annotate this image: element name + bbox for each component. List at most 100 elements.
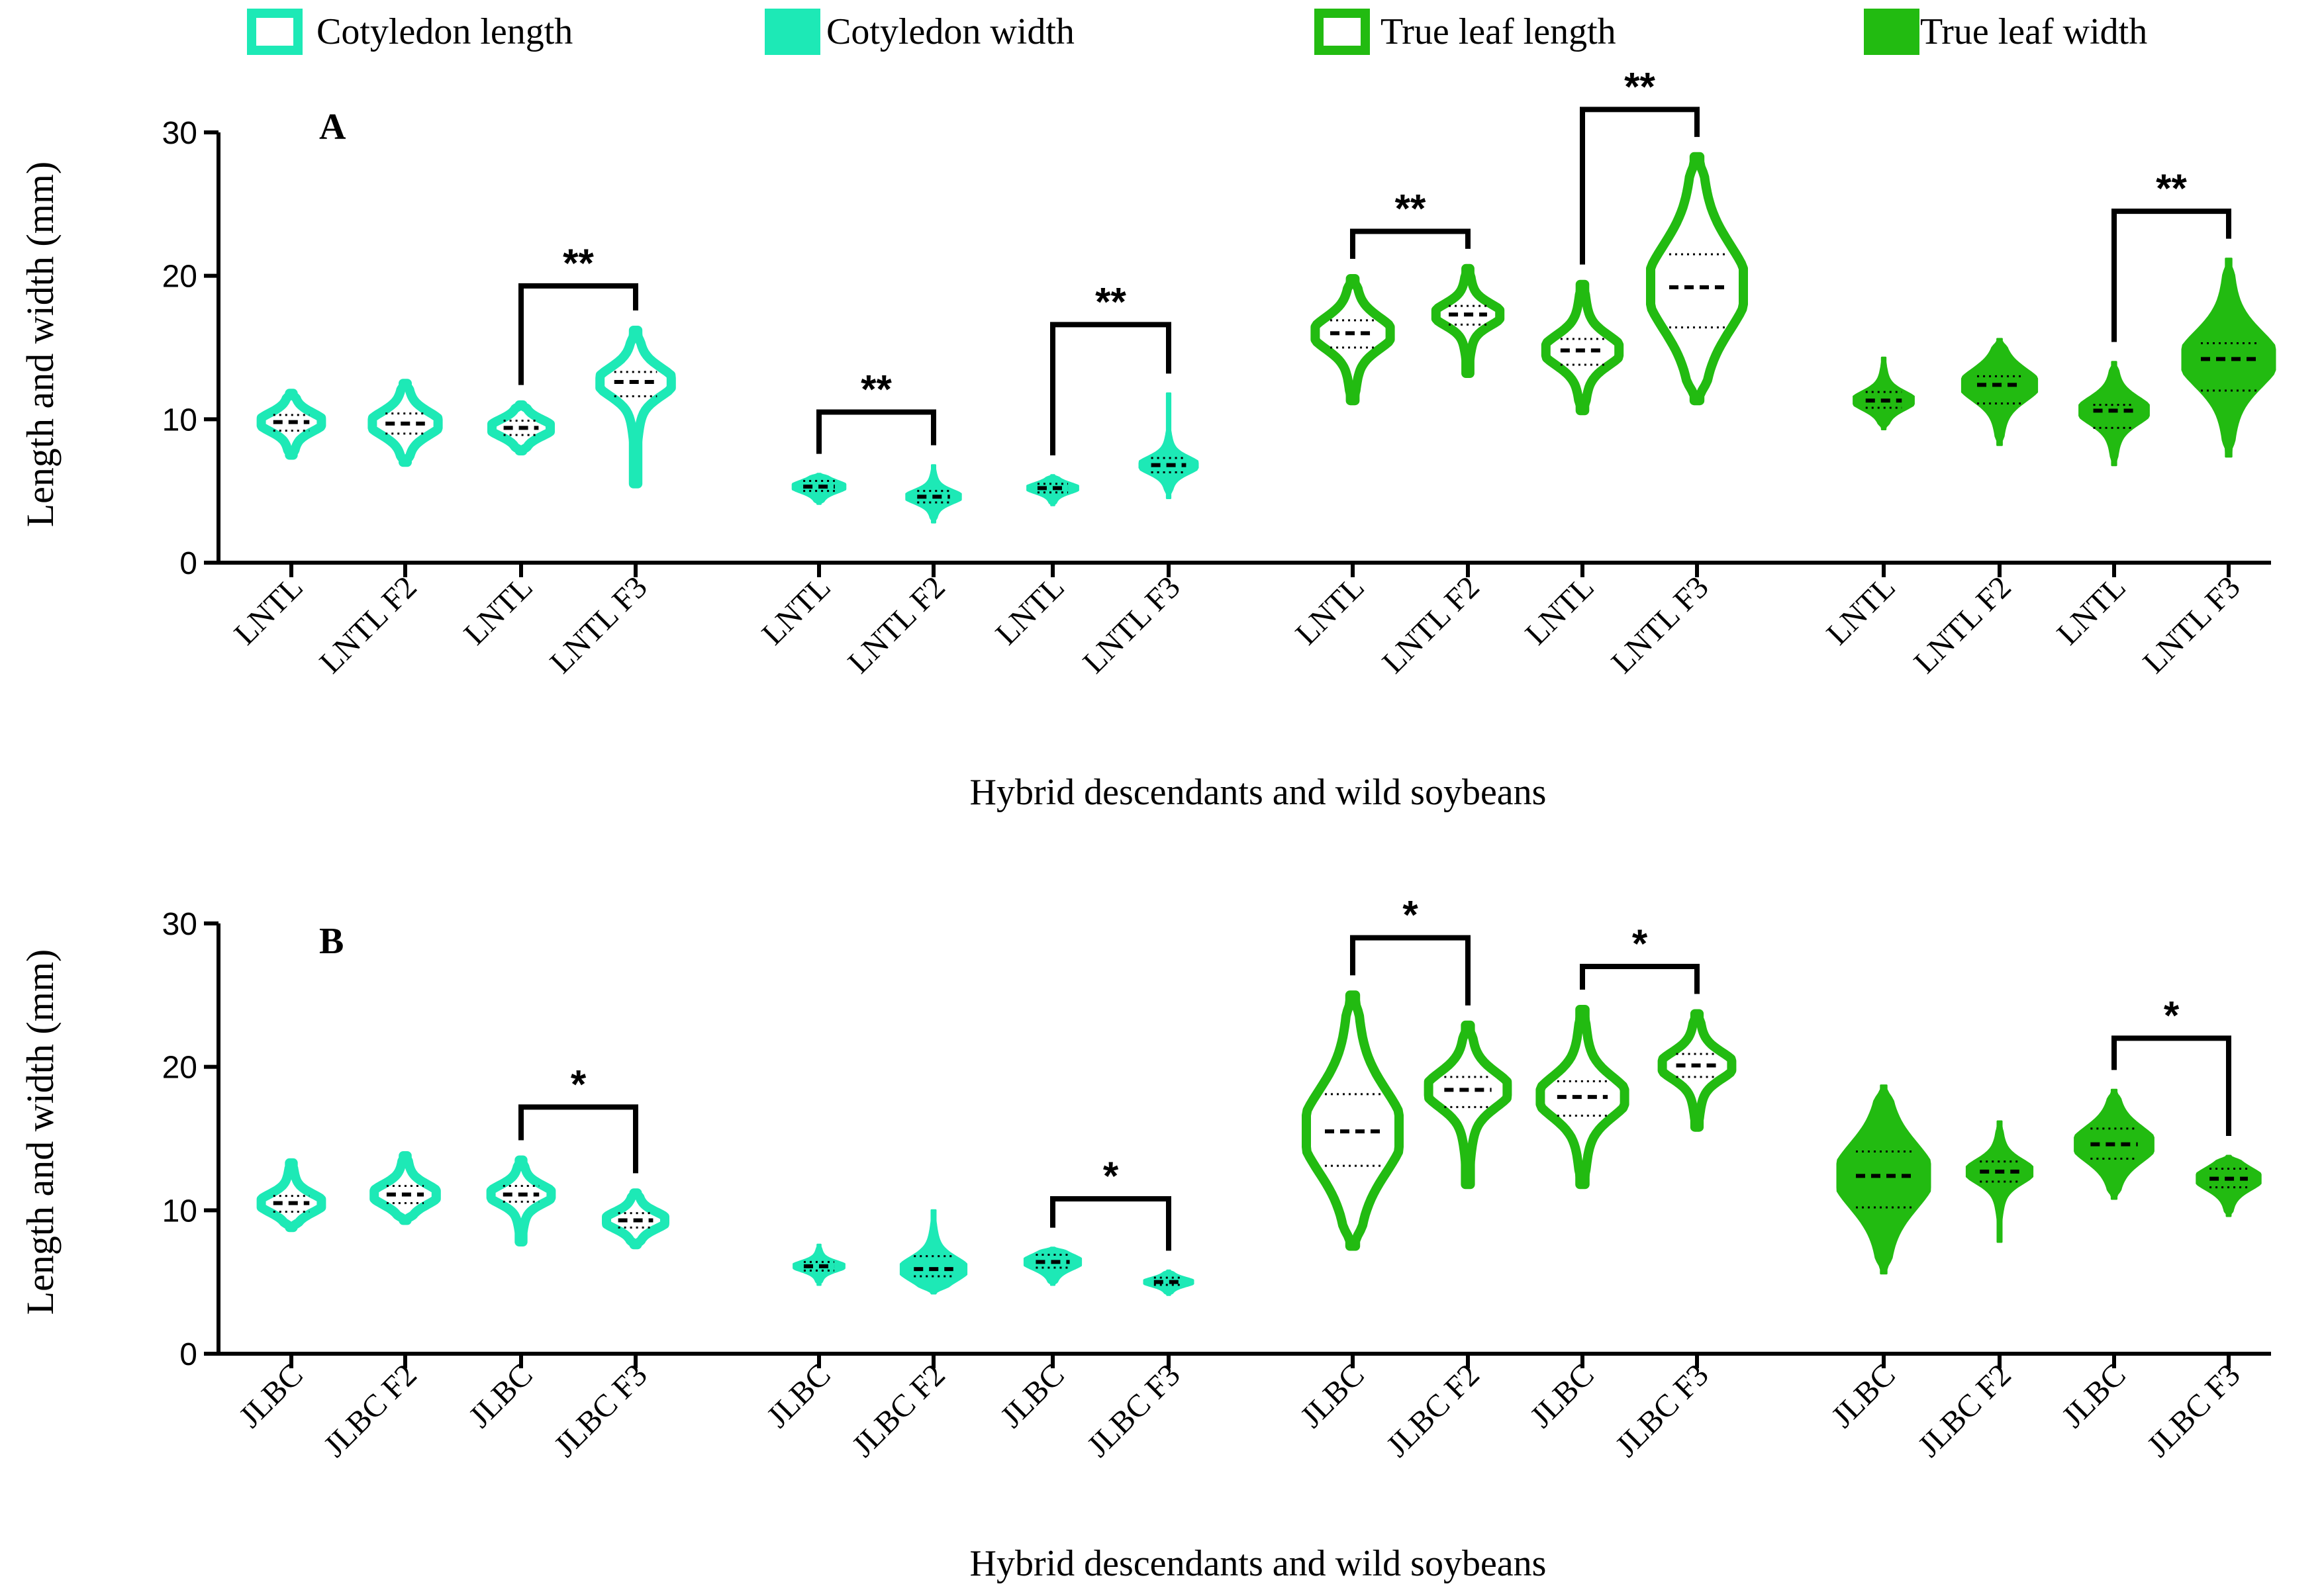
significance-label: * — [2164, 993, 2180, 1037]
violin-cotyledon-length-lntl — [256, 389, 326, 460]
legend-label-cotyledon-length: Cotyledon length — [316, 11, 573, 52]
violin-cotyledon-width-lntl — [791, 473, 847, 505]
violin-body — [1535, 1005, 1629, 1190]
violin-body — [1853, 356, 1915, 430]
violin-cotyledon-length-jlbc-f2 — [369, 1151, 441, 1225]
legend-item-cotyledon-length: Cotyledon length — [247, 9, 573, 55]
violin-cotyledon-width-lntl — [1026, 474, 1079, 506]
x-tick-label: JLBC — [1524, 1357, 1601, 1434]
x-tick-label: JLBC F3 — [1609, 1357, 1716, 1464]
x-tick-label: JLBC — [994, 1357, 1071, 1434]
violin-body — [905, 464, 962, 524]
panel-b-y-tick-label: 0 — [179, 1337, 197, 1372]
significance-bracket — [2111, 209, 2231, 342]
panel-a-ylabel: Length and width (mm) — [19, 162, 62, 528]
x-tick-label: LNTL F2 — [842, 569, 952, 680]
x-tick-label: LNTL F2 — [1376, 569, 1486, 680]
x-tick-label: JLBC — [1294, 1357, 1371, 1434]
violin-cotyledon-width-jlbc-f3 — [1143, 1269, 1194, 1296]
panel-a-y-tick-label: 10 — [162, 402, 197, 438]
violin-body — [1310, 274, 1395, 406]
x-tick-label: LNTL F3 — [1605, 569, 1716, 680]
violin-true-leaf-width-jlbc-f3 — [2196, 1154, 2262, 1217]
panel-b: Length and width (mm) B Hybrid descendan… — [19, 893, 2271, 1584]
violin-body — [1026, 474, 1079, 506]
violin-cotyledon-width-jlbc-f2 — [899, 1209, 968, 1295]
violin-true-leaf-length-jlbc-f3 — [1657, 1009, 1737, 1132]
violin-body — [1836, 1084, 1931, 1275]
x-tick-label: LNTL — [755, 569, 838, 651]
x-tick-label: LNTL — [1820, 569, 1902, 651]
violin-body — [1143, 1269, 1194, 1296]
x-tick-label: JLBC F2 — [846, 1357, 952, 1464]
panel-a-y-tick-label: 0 — [179, 546, 197, 581]
violin-cotyledon-width-lntl-f3 — [1138, 392, 1199, 499]
x-tick-label: JLBC F3 — [1081, 1357, 1187, 1464]
x-tick-label: JLBC — [462, 1357, 540, 1434]
panel-b-y-tick-label: 10 — [162, 1194, 197, 1229]
legend-label-true-leaf-width: True leaf width — [1920, 11, 2147, 52]
panel-a: Length and width (mm) A Hybrid descendan… — [19, 64, 2276, 813]
violin-body — [369, 1151, 441, 1225]
panel-b-y-tick-label: 30 — [162, 907, 197, 942]
violin-true-leaf-width-lntl-f3 — [2181, 258, 2276, 458]
violin-body — [256, 389, 326, 460]
x-tick-label: JLBC — [232, 1357, 310, 1434]
significance-bracket — [1350, 228, 1471, 259]
significance-label: ** — [563, 241, 594, 285]
significance-bracket — [2111, 1035, 2231, 1136]
violin-cotyledon-width-jlbc — [793, 1243, 846, 1286]
legend-swatch-cotyledon-width — [765, 9, 820, 55]
violin-body — [1023, 1246, 1083, 1286]
x-tick-label: LNTL — [2051, 569, 2133, 651]
violin-cotyledon-length-jlbc — [256, 1158, 326, 1233]
violin-body — [2181, 258, 2276, 458]
x-tick-label: JLBC F2 — [1380, 1357, 1486, 1464]
x-tick-label: JLBC — [2055, 1357, 2133, 1434]
violin-true-leaf-width-jlbc — [1836, 1084, 1931, 1275]
x-tick-label: LNTL — [989, 569, 1071, 651]
violin-true-leaf-length-jlbc — [1535, 1005, 1629, 1190]
violin-true-leaf-width-jlbc — [2074, 1088, 2155, 1200]
violin-cotyledon-length-lntl-f2 — [367, 379, 443, 467]
significance-label: ** — [1395, 187, 1426, 231]
legend: Cotyledon length Cotyledon width True le… — [247, 9, 2147, 55]
violin-body — [1431, 263, 1505, 378]
violin-true-leaf-width-lntl — [2078, 361, 2150, 467]
x-tick-label: JLBC F3 — [2141, 1357, 2247, 1464]
violin-true-leaf-length-lntl — [1310, 274, 1395, 406]
violin-true-leaf-length-lntl-f3 — [1646, 152, 1748, 406]
violin-body — [899, 1209, 968, 1295]
violin-true-leaf-length-jlbc — [1302, 990, 1404, 1251]
significance-bracket — [816, 409, 936, 454]
x-tick-label: LNTL — [228, 569, 310, 651]
significance-label: ** — [2156, 166, 2187, 211]
violin-body — [791, 473, 847, 505]
x-tick-label: LNTL F3 — [1077, 569, 1187, 680]
significance-label: ** — [1624, 64, 1655, 109]
panel-b-label: B — [319, 921, 344, 962]
significance-label: ** — [1095, 279, 1126, 324]
legend-item-true-leaf-width: True leaf width — [1864, 9, 2147, 55]
x-tick-label: LNTL — [458, 569, 540, 651]
panel-a-y-tick-label: 20 — [162, 259, 197, 295]
x-tick-label: LNTL F3 — [544, 569, 654, 680]
violin-cotyledon-length-lntl-f3 — [595, 326, 676, 489]
x-tick-label: JLBC — [1825, 1357, 1902, 1434]
x-tick-label: LNTL — [1289, 569, 1371, 651]
violin-body — [1302, 990, 1404, 1251]
x-tick-label: LNTL — [1519, 569, 1601, 651]
significance-bracket — [518, 1104, 638, 1174]
violin-cotyledon-width-jlbc — [1023, 1246, 1083, 1286]
significance-bracket — [1050, 1196, 1171, 1251]
significance-label: * — [571, 1062, 587, 1106]
legend-label-cotyledon-width: Cotyledon width — [826, 11, 1075, 52]
panel-b-ylabel: Length and width (mm) — [19, 949, 62, 1315]
panel-b-y-tick-label: 20 — [162, 1051, 197, 1086]
panel-b-xlabel: Hybrid descendants and wild soybeans — [970, 1543, 1547, 1584]
significance-bracket — [1580, 964, 1700, 994]
x-tick-label: LNTL F3 — [2137, 569, 2247, 680]
panel-a-xlabel: Hybrid descendants and wild soybeans — [970, 772, 1547, 813]
